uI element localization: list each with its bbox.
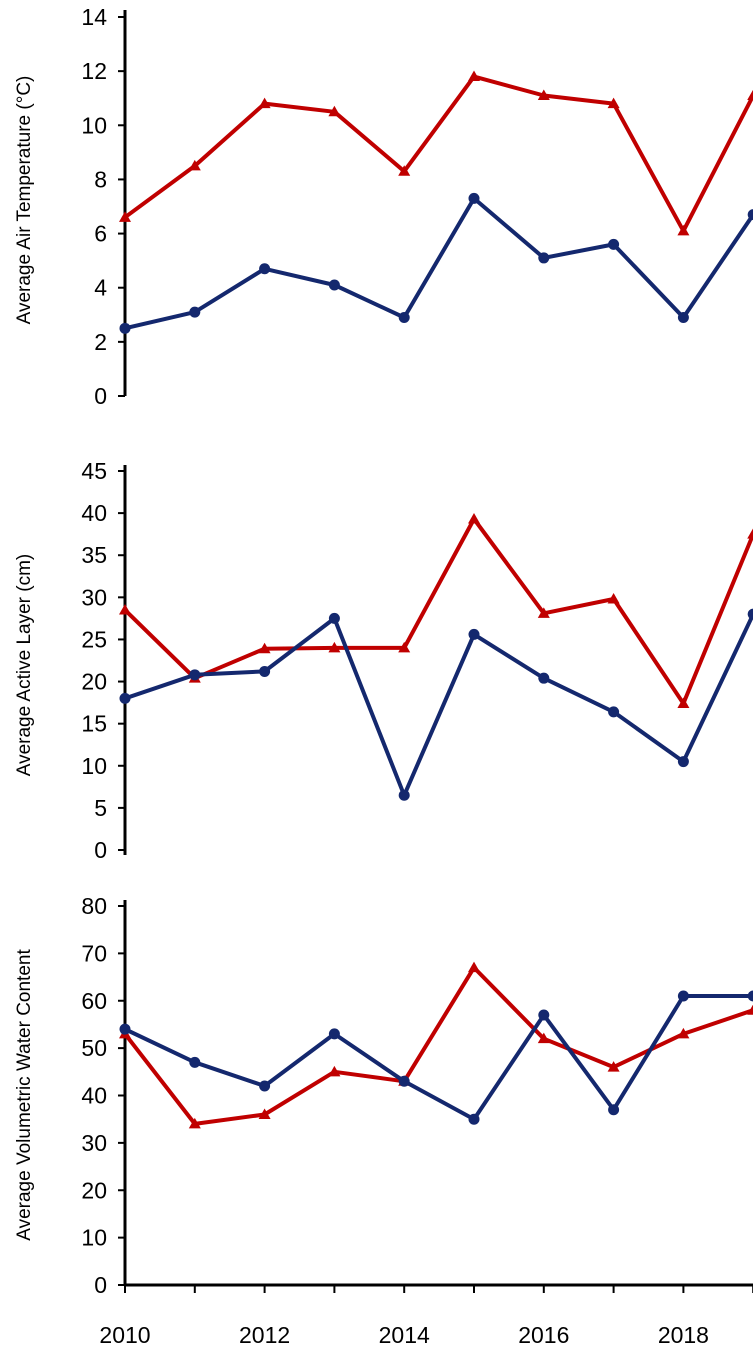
panel-1-series-2-point-2018 bbox=[677, 311, 689, 323]
panel-1-series-2-point-2010 bbox=[119, 322, 131, 334]
panel-1-y-tick-label: 14 bbox=[81, 4, 107, 30]
panel-3-series-1-point-2018 bbox=[677, 1027, 690, 1039]
panel-2-series-1-point-2015 bbox=[468, 513, 480, 524]
panel-2-y-tick-label: 45 bbox=[81, 458, 107, 484]
panel-1-y-axis-label: Average Air Temperature (°C) bbox=[14, 76, 35, 325]
x-tick-label-2016: 2016 bbox=[518, 1322, 569, 1348]
panel-1-series-1-point-2011 bbox=[188, 159, 201, 171]
panel-3-y-tick-label: 60 bbox=[81, 988, 107, 1014]
panel-3-series-2-point-2012 bbox=[259, 1080, 271, 1092]
panel-1-series-2-point-2011 bbox=[189, 306, 201, 318]
panel-1-series-2-line bbox=[123, 196, 753, 331]
panel-1-y-tick-label: 6 bbox=[94, 221, 107, 247]
panel-3-series-1-point-2019 bbox=[747, 1004, 753, 1015]
x-tick-label-2014: 2014 bbox=[379, 1322, 430, 1348]
panel-2-series-2-point-2014 bbox=[398, 789, 410, 801]
panel-3-y-tick-label: 20 bbox=[81, 1177, 107, 1203]
panel-3-y-tick-label: 50 bbox=[81, 1035, 107, 1061]
panel-2-y-tick-label: 35 bbox=[81, 542, 107, 568]
panel-2-series-2-point-2010 bbox=[119, 692, 131, 704]
panel-2-y-tick-label: 10 bbox=[81, 753, 107, 779]
panel-1-series-2-point-2012 bbox=[259, 263, 271, 275]
panel-2-series-2-line bbox=[123, 612, 753, 798]
panel-1-series-2-point-2019 bbox=[747, 209, 753, 221]
panel-2-y-tick-label: 5 bbox=[94, 795, 107, 821]
panel-2-series-1-point-2017 bbox=[607, 593, 620, 604]
panel-2-series-2-point-2012 bbox=[259, 665, 271, 677]
panel-3-y-tick-label: 70 bbox=[81, 940, 107, 966]
panel-2-series-1-point-2010 bbox=[119, 603, 131, 615]
panel-2-series-1-point-2013 bbox=[328, 641, 341, 653]
panel-3-y-tick-label: 30 bbox=[81, 1130, 107, 1156]
panel-1-y-tick-label: 4 bbox=[94, 275, 107, 301]
panel-3-series-1-point-2011 bbox=[188, 1117, 201, 1129]
panel-1-series-1-point-2019 bbox=[747, 89, 753, 101]
panel-3-series-2-point-2016 bbox=[538, 1009, 550, 1021]
panel-1-series-1-point-2012 bbox=[258, 97, 271, 109]
panel-1-y-tick-label: 0 bbox=[94, 383, 107, 409]
panel-1-series-1-line bbox=[123, 74, 753, 233]
panel-3-series-1-point-2017 bbox=[607, 1061, 620, 1072]
panel-2-series-1-point-2018 bbox=[677, 697, 690, 708]
panel-2-series-1-point-2012 bbox=[258, 642, 271, 654]
panel-2-series-1-line bbox=[123, 517, 753, 706]
panel-1-series-1-point-2013 bbox=[328, 105, 341, 117]
panel-2-series-2-point-2015 bbox=[468, 628, 480, 640]
panel-3-series-2-point-2014 bbox=[398, 1075, 410, 1087]
panel-2-y-tick-label: 0 bbox=[94, 837, 107, 863]
x-tick-label-2010: 2010 bbox=[99, 1322, 150, 1348]
panel-1-series-2-point-2017 bbox=[608, 238, 620, 250]
x-tick-label-2012: 2012 bbox=[239, 1322, 290, 1348]
panel-2-series-2-point-2011 bbox=[189, 669, 201, 681]
panel-3-series-1-point-2015 bbox=[468, 961, 480, 973]
panel-1-y-tick-label: 2 bbox=[94, 329, 107, 355]
panel-2-y-tick-label: 40 bbox=[81, 500, 107, 526]
panel-1-y-tick-label: 8 bbox=[94, 166, 107, 192]
panel-2-series-1-point-2019 bbox=[747, 528, 753, 539]
panel-1-series-1-point-2010 bbox=[119, 211, 131, 222]
panel-2-y-tick-label: 20 bbox=[81, 669, 107, 695]
panel-3-series-1-point-2012 bbox=[258, 1108, 271, 1119]
panel-3-y-tick-label: 80 bbox=[81, 893, 107, 919]
panel-3-series-2-point-2010 bbox=[119, 1023, 131, 1035]
panel-2-y-tick-label: 25 bbox=[81, 626, 107, 652]
panel-1-series-2-point-2016 bbox=[538, 252, 550, 264]
panel-2-y-tick-label: 15 bbox=[81, 711, 107, 737]
panel-1-series-1-point-2016 bbox=[537, 89, 550, 101]
panel-1-series-1-point-2015 bbox=[468, 70, 480, 82]
panel-3-series-1-point-2016 bbox=[537, 1032, 550, 1044]
panel-2-series-2-point-2019 bbox=[747, 608, 753, 620]
panel-3-series-2-point-2019 bbox=[747, 990, 753, 1002]
panel-3-y-tick-label: 10 bbox=[81, 1225, 107, 1251]
panel-2-series-2-point-2018 bbox=[677, 756, 689, 768]
panel-2-series-2-point-2017 bbox=[608, 706, 620, 718]
panel-2-series-1-point-2014 bbox=[398, 641, 411, 653]
panel-1-series-1-point-2014 bbox=[398, 165, 411, 176]
panel-1-series-2-point-2014 bbox=[398, 311, 410, 323]
panel-3-series-1-point-2013 bbox=[328, 1065, 341, 1077]
panel-3-series-2-point-2013 bbox=[328, 1028, 340, 1040]
panel-3-series-2-point-2011 bbox=[189, 1056, 201, 1068]
panel-2-y-axis-label: Average Active Layer (cm) bbox=[14, 554, 35, 776]
panel-1-series-1-point-2017 bbox=[607, 97, 620, 109]
panel-3-series-2-point-2015 bbox=[468, 1113, 480, 1125]
x-tick-label-2018: 2018 bbox=[658, 1322, 709, 1348]
panel-2-series-2-point-2016 bbox=[538, 672, 550, 684]
panel-3-y-axis-label: Average Volumetric Water Content bbox=[14, 949, 35, 1241]
panel-1-series-2-point-2015 bbox=[468, 192, 480, 204]
panel-3-y-tick-label: 40 bbox=[81, 1083, 107, 1109]
panel-3-series-2-line bbox=[123, 994, 753, 1122]
panel-1-series-2-point-2013 bbox=[328, 279, 340, 291]
panel-3-y-tick-label: 0 bbox=[94, 1272, 107, 1298]
panel-1-series-1-point-2018 bbox=[677, 224, 690, 236]
panel-3-series-2-point-2017 bbox=[608, 1104, 620, 1116]
panel-2-series-2-point-2013 bbox=[328, 612, 340, 624]
panel-2-series-1-point-2016 bbox=[537, 607, 550, 618]
panel-1-y-tick-label: 12 bbox=[81, 58, 107, 84]
panel-2-y-tick-label: 30 bbox=[81, 584, 107, 610]
panel-1-y-tick-label: 10 bbox=[81, 112, 107, 138]
panel-3-series-2-point-2018 bbox=[677, 990, 689, 1002]
